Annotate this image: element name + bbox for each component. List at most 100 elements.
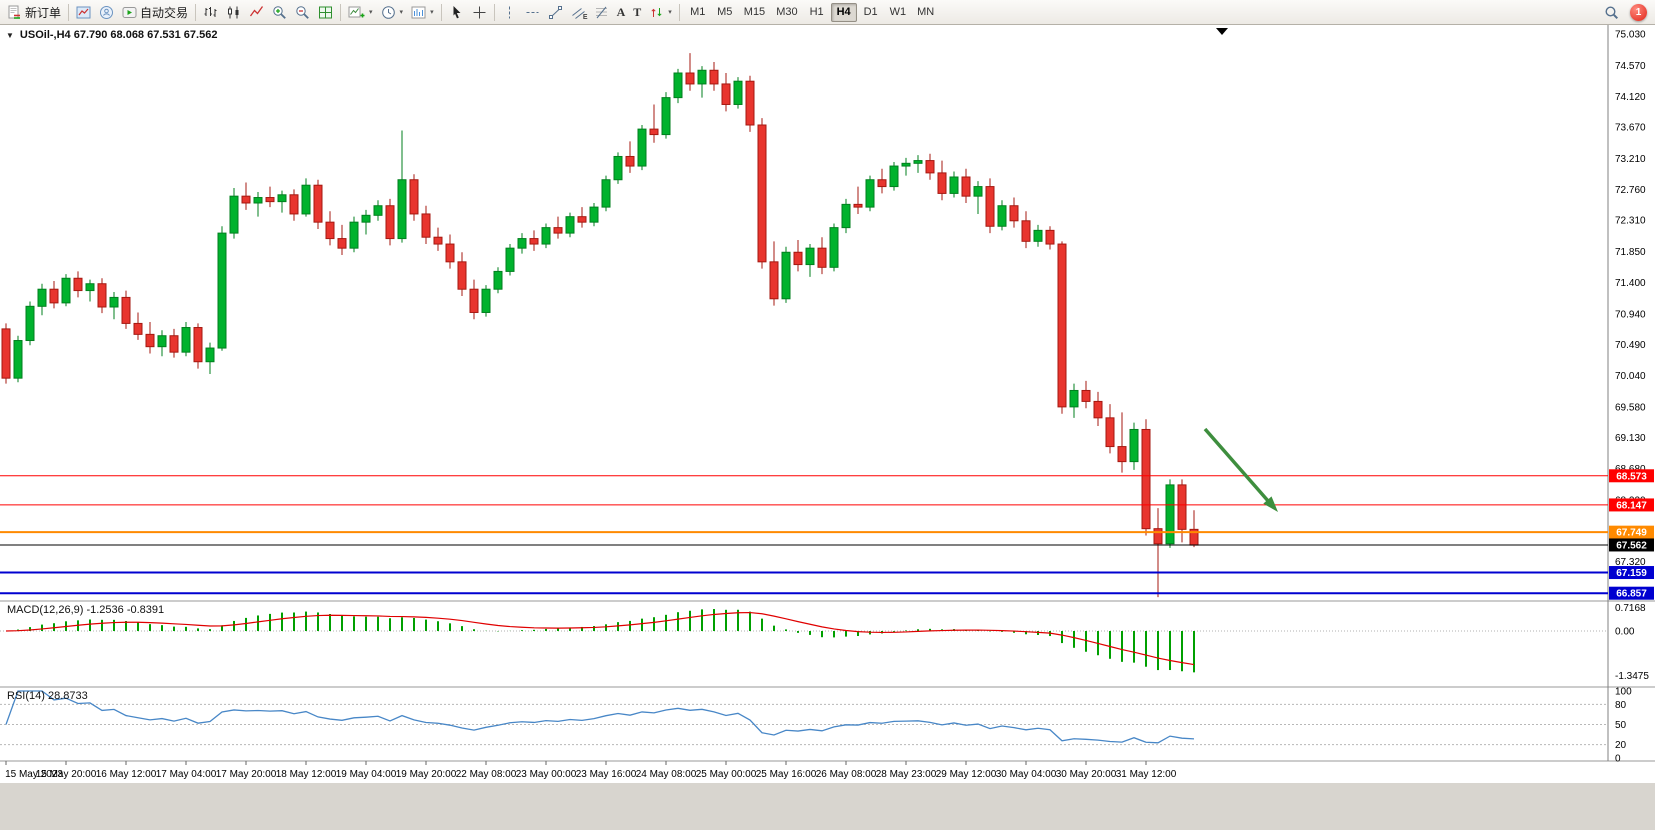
timeframe-button-m5[interactable]: M5: [712, 3, 738, 22]
auto-trading-icon: [122, 5, 137, 20]
timeframe-button-mn[interactable]: MN: [912, 3, 939, 22]
candle-body: [625, 155, 635, 167]
channel-icon: [571, 5, 586, 20]
crosshair-button[interactable]: [468, 2, 491, 23]
dropdown-caret-icon: ▾: [369, 9, 373, 16]
window-bottom-strip: [0, 783, 1655, 830]
periods-button[interactable]: ▾: [377, 2, 408, 23]
price-tick-label: 70.490: [1615, 340, 1646, 351]
time-tick-label: 19 May 20:00: [396, 769, 457, 780]
candle-body: [1033, 229, 1043, 242]
vertical-line-tool-button[interactable]: [498, 2, 521, 23]
timeframe-button-h4[interactable]: H4: [830, 2, 857, 22]
cursor-button[interactable]: [445, 2, 468, 23]
tile-windows-button[interactable]: [314, 2, 337, 23]
search-button[interactable]: [1600, 2, 1623, 23]
price-tick-label: 74.120: [1615, 92, 1646, 103]
timeframe-toolbar: M1 M5 M15 M30 H1 H4 D1 W1 MN: [685, 2, 939, 22]
horizontal-line-tool-button[interactable]: [521, 2, 544, 23]
candlestick-chart-type-icon: [226, 5, 241, 20]
candle-body: [745, 80, 755, 126]
candle-body: [925, 160, 935, 174]
candle-body: [1177, 484, 1187, 530]
chart-shift-marker[interactable]: [1216, 28, 1228, 35]
periods-clock-icon: [381, 5, 396, 20]
candle-body: [601, 179, 611, 208]
price-badge-bg: [1609, 469, 1654, 483]
candle-body: [697, 69, 707, 85]
templates-button[interactable]: ▾: [407, 2, 438, 23]
rsi-scale-label: 0: [1615, 754, 1621, 765]
candle-body: [769, 261, 779, 300]
support-line-orange-67749-badge: 67.749: [1609, 525, 1654, 539]
macd-scale-label: 0.00: [1615, 627, 1635, 638]
auto-trading-label: 自动交易: [140, 5, 189, 20]
candle-body: [613, 155, 623, 181]
trendline-tool-button[interactable]: [544, 2, 567, 23]
time-tick-label: 24 May 08:00: [636, 769, 697, 780]
candle-body: [757, 124, 767, 263]
label-tool-button[interactable]: T: [629, 2, 645, 23]
timeframe-button-m30[interactable]: M30: [771, 3, 802, 22]
candle-body: [661, 97, 671, 136]
chart-canvas[interactable]: 75.030 74.570 74.120 73.670 73.210 72.760 72.3…: [0, 25, 1655, 830]
time-tick-label: 17 May 20:00: [216, 769, 277, 780]
candle-body: [313, 184, 323, 223]
vertical-line-icon: [502, 5, 517, 20]
timeframe-button-h1[interactable]: H1: [804, 3, 830, 22]
auto-trading-button[interactable]: 自动交易: [118, 2, 192, 23]
new-order-button[interactable]: 新订单: [3, 2, 65, 23]
candle-body: [1129, 428, 1139, 463]
arrows-icon: [649, 5, 664, 20]
candle-body: [361, 214, 371, 223]
candle-body: [1021, 220, 1031, 242]
time-tick-label: 16 May 12:00: [96, 769, 157, 780]
profiles-button[interactable]: [95, 2, 118, 23]
channel-e-label: E: [582, 13, 588, 21]
trend-arrow-annotation[interactable]: [1203, 427, 1278, 512]
price-badge-bg: [1609, 538, 1654, 552]
chart-region: 75.030 74.570 74.120 73.670 73.210 72.760 72.3…: [0, 25, 1655, 830]
charts-window-button[interactable]: [72, 2, 95, 23]
indicators-icon: [348, 5, 365, 20]
zoom-in-button[interactable]: [268, 2, 291, 23]
zoom-out-button[interactable]: [291, 2, 314, 23]
cursor-icon: [449, 5, 464, 20]
price-tick-label: 67.320: [1615, 557, 1646, 568]
arrows-tool-button[interactable]: ▾: [645, 2, 676, 23]
candle-body: [469, 288, 479, 313]
candle-body: [409, 179, 419, 215]
candlestick-chart-type-button[interactable]: [222, 2, 245, 23]
price-badge-bg: [1609, 586, 1654, 600]
price-badge-bg: [1609, 498, 1654, 512]
candle-body: [1081, 389, 1091, 402]
trend-arrow-head: [1263, 496, 1278, 512]
timeframe-button-m15[interactable]: M15: [739, 3, 770, 22]
timeframe-button-w1[interactable]: W1: [885, 3, 912, 22]
candle-body: [133, 322, 143, 335]
equidistant-channel-tool-button[interactable]: E: [567, 2, 590, 23]
notification-badge[interactable]: 1: [1630, 3, 1647, 21]
timeframe-button-m1[interactable]: M1: [685, 3, 711, 22]
price-badge-label: 67.159: [1616, 568, 1647, 579]
bar-chart-type-button[interactable]: [199, 2, 222, 23]
dropdown-caret-icon: ▾: [668, 9, 672, 16]
macd-signal-line: [5, 611, 1195, 666]
text-tool-button[interactable]: A: [613, 2, 630, 23]
indicators-button[interactable]: ▾: [344, 2, 377, 23]
candle-body: [913, 160, 923, 164]
price-tick-label: 73.670: [1615, 123, 1646, 134]
timeframe-button-d1[interactable]: D1: [858, 3, 884, 22]
time-tick-label: 17 May 04:00: [156, 769, 217, 780]
line-chart-type-button[interactable]: [245, 2, 268, 23]
candle-body: [349, 221, 359, 249]
time-tick-label: 15 May 20:00: [36, 769, 97, 780]
price-badge-label: 68.573: [1616, 471, 1647, 482]
candle-body: [481, 288, 491, 313]
fibonacci-tool-button[interactable]: [590, 2, 613, 23]
candle-body: [841, 203, 851, 229]
price-badge-label: 68.147: [1616, 500, 1647, 511]
support-line-blue-66857-badge: 66.857: [1609, 586, 1654, 600]
trend-arrow-shaft: [1203, 427, 1271, 504]
